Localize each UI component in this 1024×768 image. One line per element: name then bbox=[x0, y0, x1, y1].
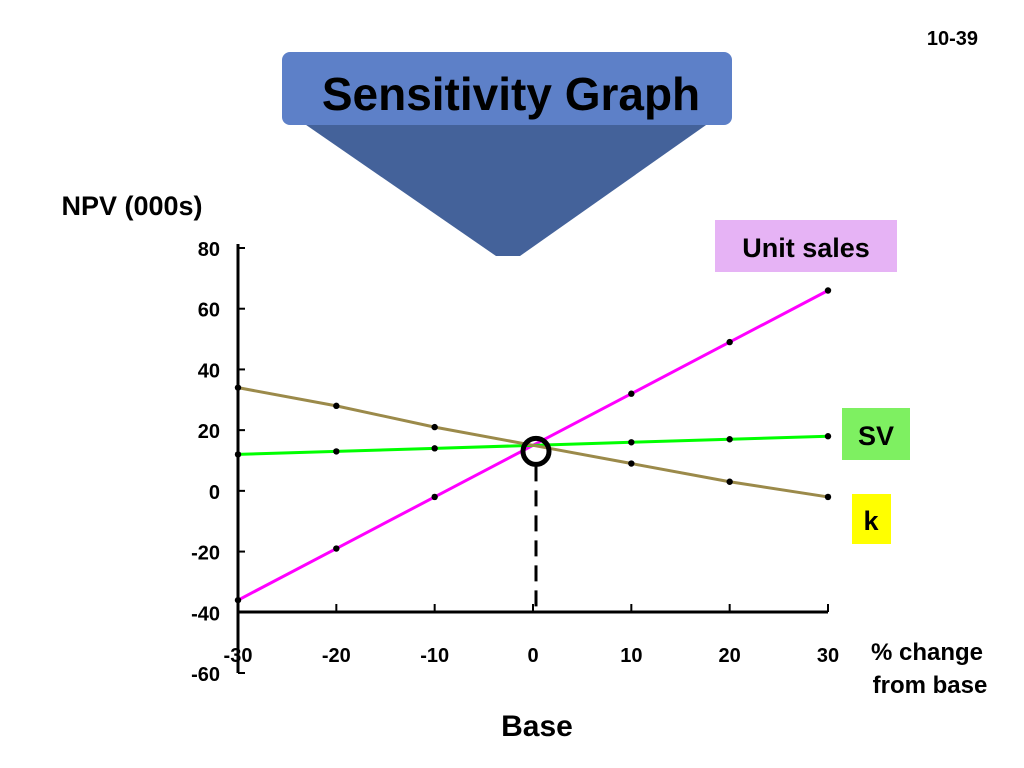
k-line bbox=[237, 386, 829, 499]
x-axis-label-line1: % change bbox=[871, 639, 983, 666]
k-point bbox=[431, 423, 438, 431]
x-tick-label: -10 bbox=[420, 645, 449, 667]
sv-label-bg bbox=[842, 408, 910, 460]
sv-point bbox=[726, 436, 733, 443]
chart-axes bbox=[236, 244, 829, 674]
legend-unit-sales: Unit sales bbox=[715, 220, 897, 272]
x-tick-label: 0 bbox=[527, 645, 538, 667]
y-tick-label: 0 bbox=[209, 482, 220, 504]
unit-sales-point bbox=[431, 493, 438, 501]
y-tick-label: -60 bbox=[191, 664, 220, 686]
base-label: Base bbox=[501, 710, 573, 743]
title-callout-pointer bbox=[296, 118, 716, 256]
unit-sales-point bbox=[824, 287, 832, 294]
x-tick-label: 10 bbox=[620, 645, 642, 667]
k-point bbox=[628, 460, 635, 467]
unit-sales-label: Unit sales bbox=[742, 233, 870, 263]
x-tick-label: -30 bbox=[224, 645, 253, 667]
x-tick-label: 30 bbox=[817, 645, 839, 667]
slide-number: 10-39 bbox=[927, 28, 978, 50]
k-point bbox=[234, 384, 242, 391]
slide-title: Sensitivity Graph bbox=[322, 68, 700, 120]
sv-point bbox=[824, 433, 832, 440]
legend-sv: SV bbox=[842, 408, 910, 460]
y-tick-label: 40 bbox=[198, 360, 220, 382]
sv-label: SV bbox=[858, 421, 894, 451]
unit-sales-point bbox=[234, 596, 242, 604]
x-tick-label: 20 bbox=[719, 645, 741, 667]
sv-point bbox=[234, 451, 242, 458]
sv-point bbox=[333, 448, 340, 455]
unit-sales-point bbox=[333, 545, 340, 552]
k-label: k bbox=[863, 506, 879, 536]
unit-sales-point bbox=[726, 338, 733, 346]
sv-point bbox=[628, 439, 635, 446]
y-tick-label: -40 bbox=[191, 603, 220, 625]
k-label-bg bbox=[852, 494, 891, 544]
sv-point bbox=[431, 445, 438, 452]
x-tick-label: -20 bbox=[322, 645, 351, 667]
unit-sales-point bbox=[628, 390, 635, 397]
y-tick-label: 60 bbox=[198, 300, 220, 322]
k-point bbox=[333, 402, 340, 410]
k-point bbox=[824, 493, 832, 501]
y-tick-label: 80 bbox=[198, 239, 220, 261]
x-axis-label-line2: from base bbox=[873, 672, 988, 699]
title-box bbox=[282, 52, 732, 125]
base-point-marker bbox=[520, 435, 552, 467]
series-layer bbox=[234, 287, 832, 604]
y-tick-label: 20 bbox=[198, 421, 220, 443]
k-point bbox=[726, 478, 733, 485]
legend-k: k bbox=[852, 494, 891, 544]
y-axis-label: NPV (000s) bbox=[61, 191, 202, 221]
unit-sales-label-bg bbox=[715, 220, 897, 272]
y-tick-label: -20 bbox=[191, 543, 220, 565]
tick-labels: 80 60 40 20 0 -20 -40 -60-30 -20 -10 0 10 20 30 bbox=[191, 239, 839, 686]
title-callout: Sensitivity Graph bbox=[282, 52, 732, 256]
